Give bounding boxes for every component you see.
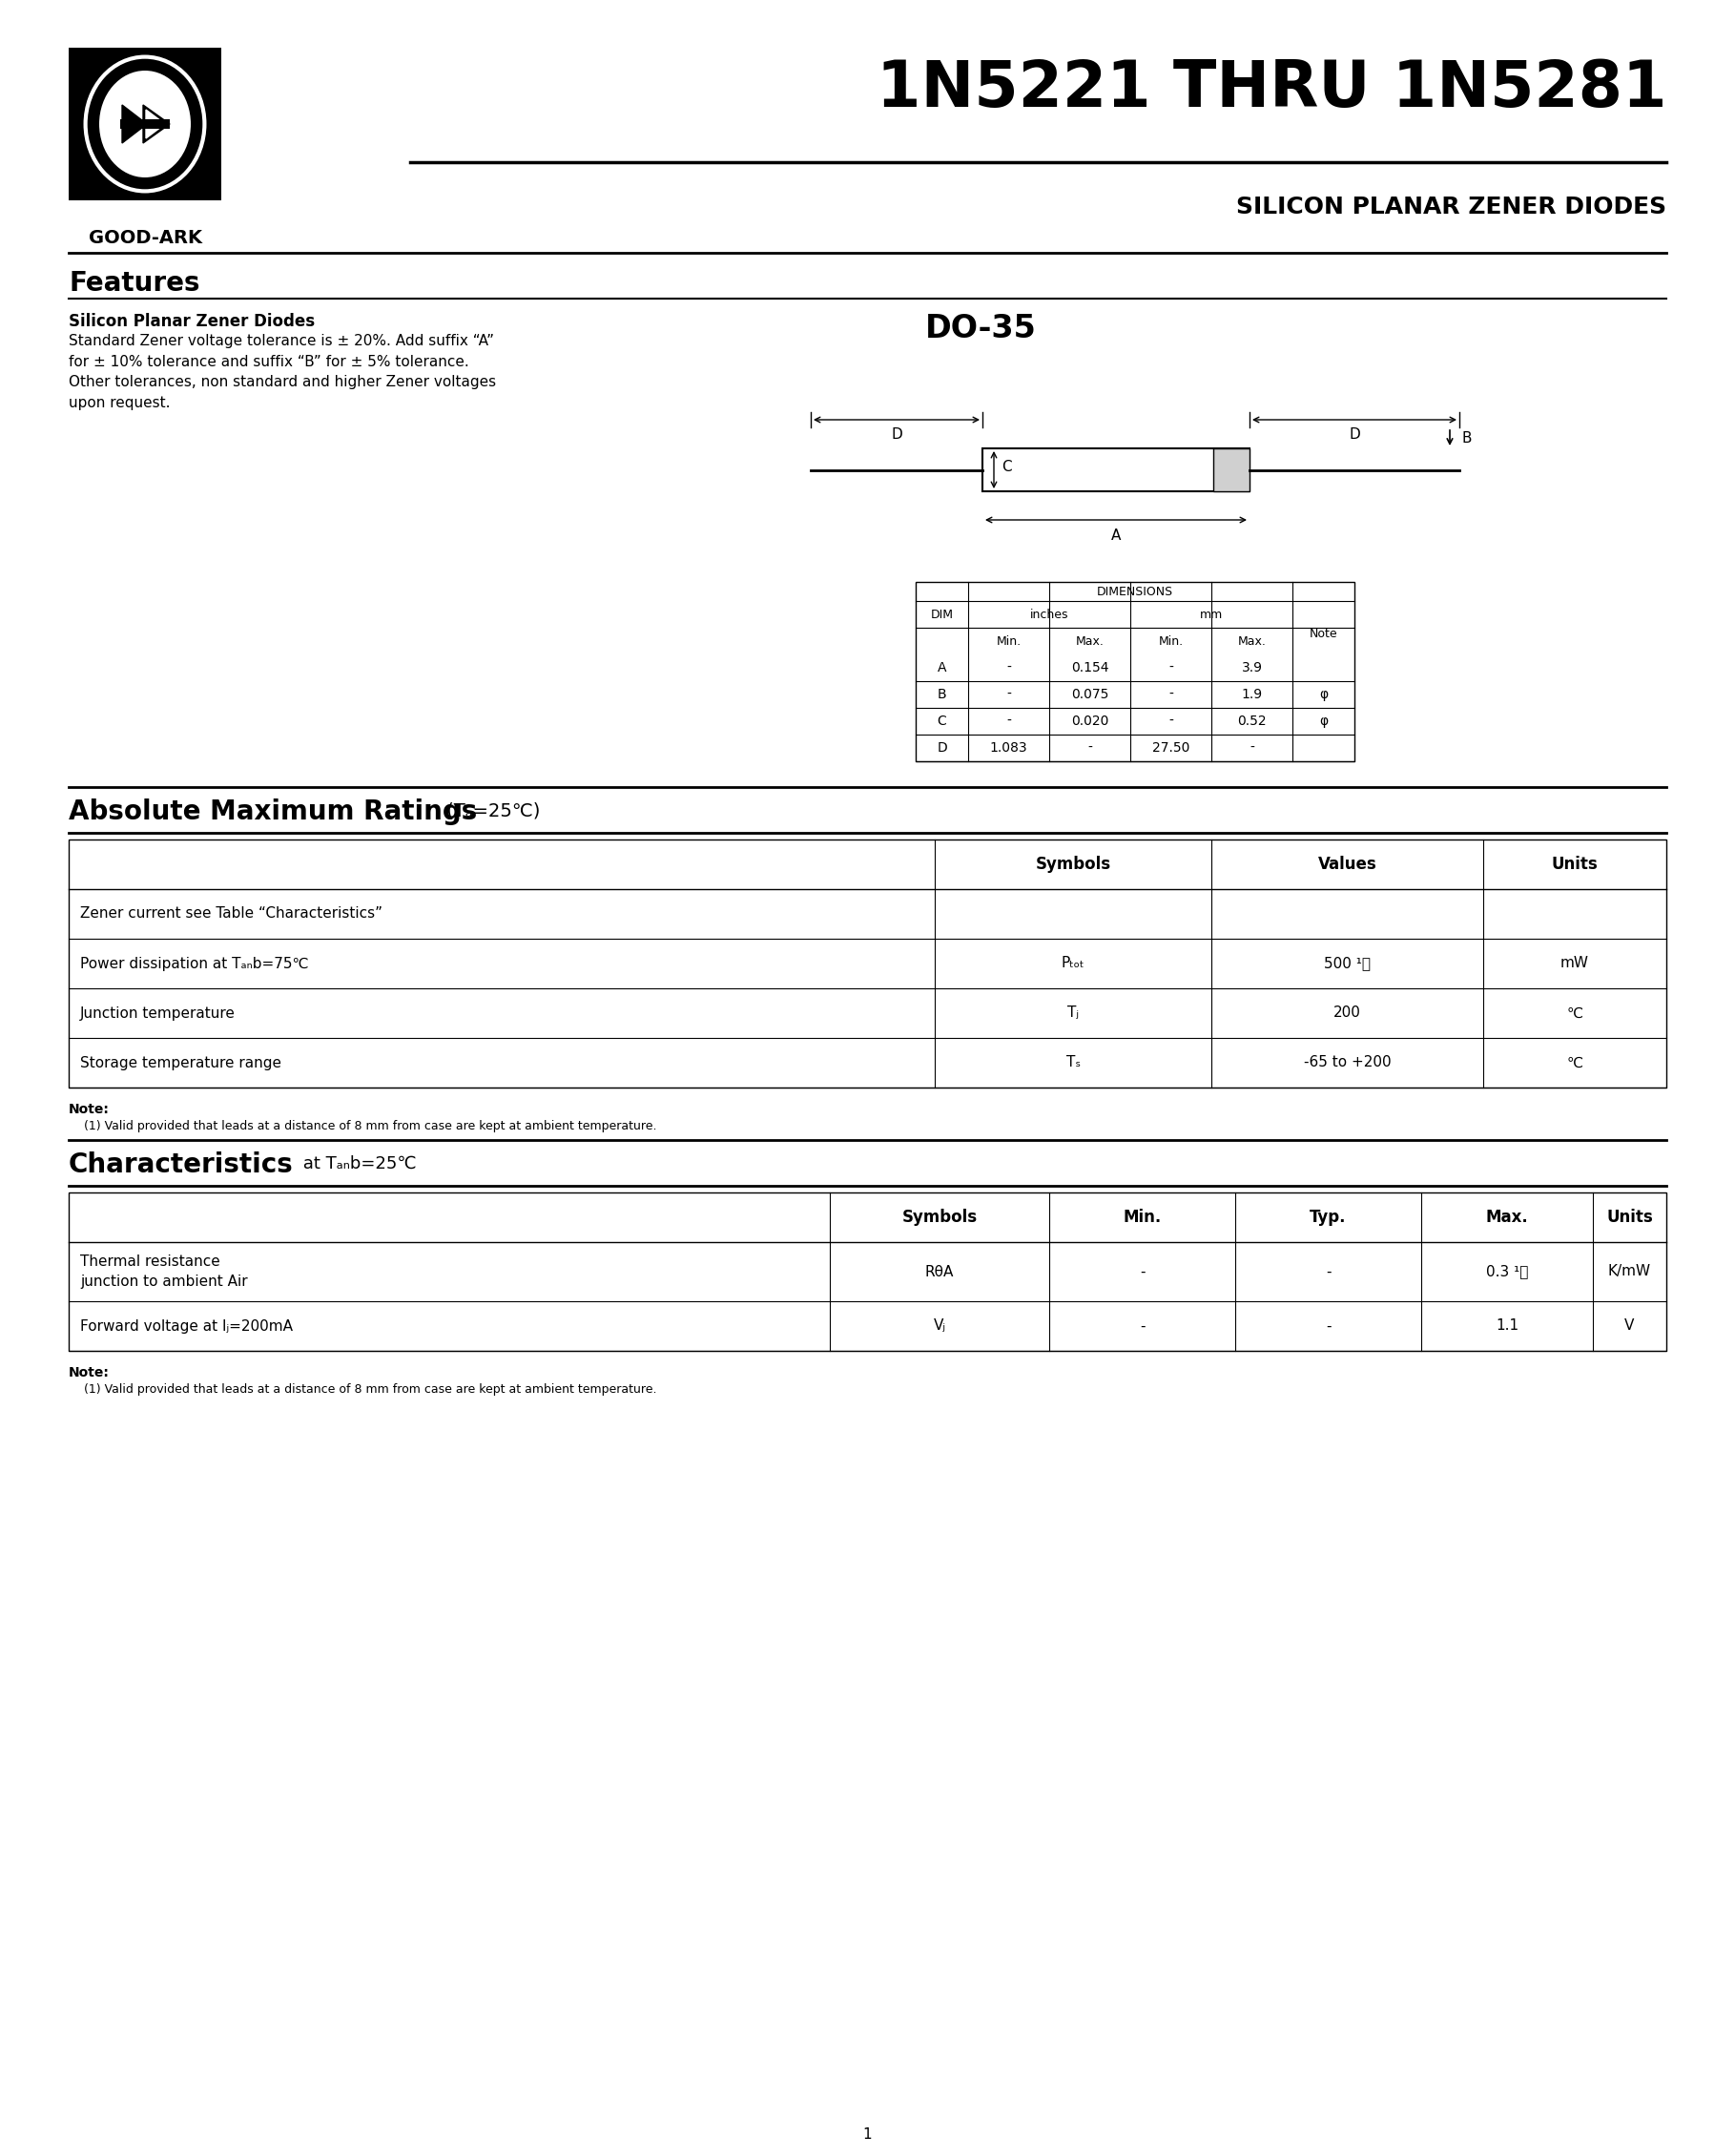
Text: 1N5221 THRU 1N5281: 1N5221 THRU 1N5281 xyxy=(876,58,1666,121)
Text: ℃: ℃ xyxy=(1567,1056,1582,1069)
Text: (1) Valid provided that leads at a distance of 8 mm from case are kept at ambien: (1) Valid provided that leads at a dista… xyxy=(69,1119,658,1132)
Text: -: - xyxy=(1326,1266,1331,1279)
Polygon shape xyxy=(121,106,147,142)
Text: Units: Units xyxy=(1551,856,1598,873)
Text: V: V xyxy=(1624,1319,1634,1332)
Text: 1: 1 xyxy=(862,2128,873,2141)
Text: 0.075: 0.075 xyxy=(1070,688,1109,701)
Text: D: D xyxy=(892,427,902,442)
Text: -: - xyxy=(1326,1319,1331,1332)
Text: inches: inches xyxy=(1031,608,1069,621)
Text: at Tₐₙb=25℃: at Tₐₙb=25℃ xyxy=(298,1156,416,1173)
Text: Note: Note xyxy=(1310,627,1338,640)
Text: 500 ¹⧮: 500 ¹⧮ xyxy=(1324,957,1371,970)
Text: Standard Zener voltage tolerance is ± 20%. Add suffix “A”
for ± 10% tolerance an: Standard Zener voltage tolerance is ± 20… xyxy=(69,334,496,410)
Text: -: - xyxy=(1140,1266,1145,1279)
Text: RθA: RθA xyxy=(925,1266,954,1279)
Text: -65 to +200: -65 to +200 xyxy=(1303,1056,1391,1069)
Text: A: A xyxy=(937,662,946,675)
Text: Features: Features xyxy=(69,270,200,298)
Ellipse shape xyxy=(99,71,191,177)
Text: Units: Units xyxy=(1607,1210,1653,1227)
Bar xyxy=(69,47,222,201)
Text: 27.50: 27.50 xyxy=(1152,742,1190,755)
Text: mW: mW xyxy=(1560,957,1589,970)
Text: Note:: Note: xyxy=(69,1104,109,1117)
Text: DIMENSIONS: DIMENSIONS xyxy=(1097,584,1173,597)
Text: 200: 200 xyxy=(1334,1007,1360,1020)
Text: φ: φ xyxy=(1319,714,1327,729)
Text: 1.083: 1.083 xyxy=(989,742,1027,755)
Text: -: - xyxy=(1088,742,1091,755)
Text: Pₜₒₜ: Pₜₒₜ xyxy=(1062,957,1084,970)
Text: Values: Values xyxy=(1319,856,1376,873)
Bar xyxy=(69,839,1666,1087)
Text: Tₛ: Tₛ xyxy=(1065,1056,1081,1069)
Text: C: C xyxy=(1001,459,1012,474)
Text: Typ.: Typ. xyxy=(1310,1210,1346,1227)
Text: 0.154: 0.154 xyxy=(1070,662,1109,675)
Bar xyxy=(1213,448,1249,492)
Text: -: - xyxy=(1168,714,1173,729)
Text: Characteristics: Characteristics xyxy=(69,1151,293,1177)
Bar xyxy=(916,582,1355,761)
Text: -: - xyxy=(1249,742,1254,755)
Text: 3.9: 3.9 xyxy=(1242,662,1263,675)
Text: -: - xyxy=(1140,1319,1145,1332)
Text: Thermal resistance
junction to ambient Air: Thermal resistance junction to ambient A… xyxy=(80,1255,248,1289)
Text: Zener current see Table “Characteristics”: Zener current see Table “Characteristics… xyxy=(80,908,382,921)
Bar xyxy=(120,119,170,129)
Text: Max.: Max. xyxy=(1485,1210,1529,1227)
Text: D: D xyxy=(1348,427,1360,442)
Text: -: - xyxy=(1006,714,1012,729)
Polygon shape xyxy=(142,106,170,142)
Text: Junction temperature: Junction temperature xyxy=(80,1007,236,1020)
Text: ℃: ℃ xyxy=(1567,1007,1582,1020)
Text: Note:: Note: xyxy=(69,1367,109,1380)
Text: Max.: Max. xyxy=(1237,634,1267,647)
Text: 1.1: 1.1 xyxy=(1496,1319,1518,1332)
Text: DO-35: DO-35 xyxy=(925,313,1038,345)
Text: -: - xyxy=(1168,662,1173,675)
Text: Power dissipation at Tₐₙb=75℃: Power dissipation at Tₐₙb=75℃ xyxy=(80,957,309,970)
Text: A: A xyxy=(1110,528,1121,543)
Text: 0.3 ¹⧮: 0.3 ¹⧮ xyxy=(1485,1266,1529,1279)
Text: K/mW: K/mW xyxy=(1608,1266,1652,1279)
Text: 1.9: 1.9 xyxy=(1241,688,1263,701)
Text: GOOD-ARK: GOOD-ARK xyxy=(88,229,201,248)
Text: Max.: Max. xyxy=(1076,634,1103,647)
Text: Storage temperature range: Storage temperature range xyxy=(80,1056,281,1069)
Text: Vⱼ: Vⱼ xyxy=(933,1319,946,1332)
Text: Tⱼ: Tⱼ xyxy=(1067,1007,1079,1020)
Text: Symbols: Symbols xyxy=(902,1210,977,1227)
Text: Silicon Planar Zener Diodes: Silicon Planar Zener Diodes xyxy=(69,313,314,330)
Text: SILICON PLANAR ZENER DIODES: SILICON PLANAR ZENER DIODES xyxy=(1235,196,1666,218)
Text: 0.020: 0.020 xyxy=(1070,714,1109,729)
Polygon shape xyxy=(146,110,165,138)
Text: D: D xyxy=(937,742,947,755)
Text: -: - xyxy=(1168,688,1173,701)
Text: Min.: Min. xyxy=(1159,634,1183,647)
Text: Forward voltage at Iⱼ=200mA: Forward voltage at Iⱼ=200mA xyxy=(80,1319,293,1332)
Text: C: C xyxy=(937,714,947,729)
Text: B: B xyxy=(1461,431,1471,446)
Text: Absolute Maximum Ratings: Absolute Maximum Ratings xyxy=(69,798,477,826)
Text: B: B xyxy=(937,688,947,701)
Text: Symbols: Symbols xyxy=(1036,856,1110,873)
Bar xyxy=(982,448,1249,492)
Text: (1) Valid provided that leads at a distance of 8 mm from case are kept at ambien: (1) Valid provided that leads at a dista… xyxy=(69,1384,658,1395)
Text: Min.: Min. xyxy=(996,634,1022,647)
Text: mm: mm xyxy=(1201,608,1223,621)
Ellipse shape xyxy=(85,56,205,192)
Text: -: - xyxy=(1006,688,1012,701)
Bar xyxy=(69,1192,1666,1352)
Text: 0.52: 0.52 xyxy=(1237,714,1267,729)
Text: (Tₐ=25℃): (Tₐ=25℃) xyxy=(441,802,540,821)
Text: Min.: Min. xyxy=(1123,1210,1161,1227)
Text: -: - xyxy=(1006,662,1012,675)
Text: φ: φ xyxy=(1319,688,1327,701)
Text: DIM: DIM xyxy=(930,608,953,621)
